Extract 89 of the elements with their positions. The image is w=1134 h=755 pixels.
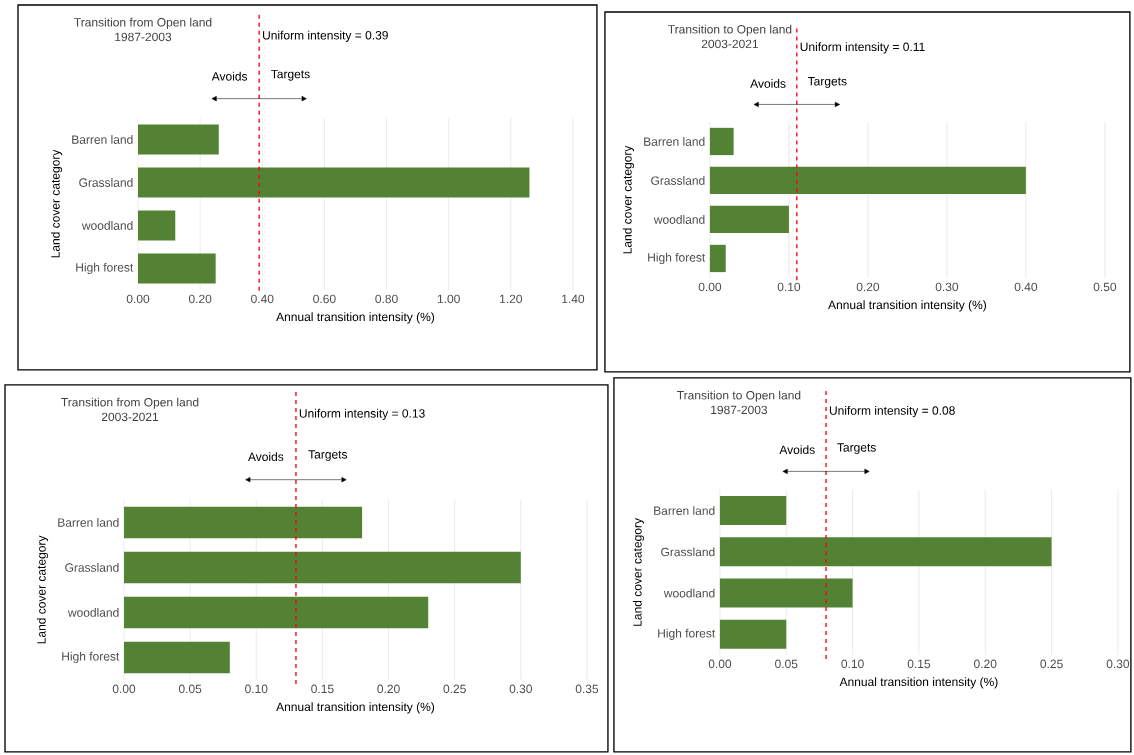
x-tick-label: 0.80 (375, 294, 398, 304)
bar (709, 205, 789, 234)
x-tick-label: 0.15 (311, 684, 334, 694)
x-tick-label: 0.10 (245, 684, 268, 694)
y-tick-label: woodland (663, 588, 715, 598)
x-tick-label: 0.00 (112, 684, 136, 694)
x-axis-title: Annual transition intensity (%) (828, 300, 987, 312)
bar (719, 619, 787, 649)
x-axis-title: Annual transition intensity (%) (276, 702, 435, 714)
text: Targets (271, 69, 310, 81)
x-tick-label: 0.40 (251, 294, 274, 304)
x-tick-label: 1.40 (562, 294, 585, 304)
chart-subtitle: 2003-2021 (101, 412, 159, 422)
x-tick-label: 0.00 (126, 294, 150, 304)
ref-line-label: Uniform intensity = 0.11 (800, 42, 925, 54)
x-tick-label: 0.35 (575, 684, 599, 694)
chart-title: Transition from Open land (61, 397, 199, 409)
x-tick-label: 0.10 (777, 282, 801, 292)
x-tick-label: 0.05 (775, 659, 798, 669)
x-tick-label: 0.30 (1106, 659, 1130, 669)
y-tick-label: Barren land (58, 518, 119, 527)
bar (709, 127, 734, 156)
y-axis-title: Land cover category (632, 518, 645, 626)
y-tick-label: High forest (62, 651, 120, 664)
y-tick-label: woodland (81, 221, 133, 230)
text: Targets (807, 77, 847, 88)
x-axis-title: Annual transition intensity (%) (276, 312, 435, 324)
chart-title: Transition to Open land (677, 390, 801, 402)
y-axis-title: Land cover category (50, 149, 63, 258)
y-tick-label: High forest (658, 628, 716, 640)
bar (123, 551, 521, 584)
ref-line-label: Uniform intensity = 0.13 (299, 408, 425, 421)
x-tick-label: 0.00 (708, 659, 732, 669)
x-tick-label: 0.40 (1014, 282, 1038, 292)
text: Targets (308, 450, 348, 462)
bar (719, 496, 787, 526)
x-tick-label: 0.20 (856, 282, 880, 292)
bar (709, 166, 1026, 195)
bar (137, 253, 216, 284)
x-tick-label: 0.10 (841, 659, 864, 669)
x-tick-label: 0.30 (935, 282, 959, 292)
chart-subtitle: 1987-2003 (711, 405, 768, 415)
y-tick-label: Barren land (72, 135, 133, 144)
x-tick-label: 0.05 (178, 684, 202, 694)
x-tick-label: 0.60 (313, 294, 336, 304)
x-tick-label: 0.50 (1093, 282, 1117, 292)
text: Avoids (247, 452, 284, 462)
y-axis-title: Land cover category (36, 535, 49, 644)
bar (719, 578, 853, 608)
bar (123, 596, 429, 629)
ref-line-label: Uniform intensity = 0.39 (263, 30, 388, 42)
chart-title: Transition to Open land (668, 24, 792, 36)
x-tick-label: 1.20 (500, 294, 523, 304)
y-tick-label: Grassland (65, 563, 119, 572)
bar (709, 244, 726, 273)
y-tick-label: High forest (76, 262, 134, 275)
y-tick-label: High forest (648, 252, 706, 265)
x-tick-label: 0.15 (907, 659, 931, 669)
y-tick-label: Grassland (651, 176, 705, 185)
bar (123, 641, 230, 674)
bar (137, 210, 176, 241)
x-tick-label: 0.30 (509, 684, 533, 694)
x-tick-label: 0.25 (1040, 659, 1063, 669)
bar (123, 506, 363, 539)
bar (137, 167, 530, 198)
x-tick-label: 0.00 (698, 282, 722, 292)
bar (719, 537, 1052, 567)
chart-subtitle: 1987-2003 (115, 32, 172, 42)
chart-title: Transition from Open land (74, 17, 212, 29)
text: Avoids (750, 79, 786, 88)
x-axis-title: Annual transition intensity (%) (839, 677, 998, 689)
y-axis-title: Land cover category (622, 145, 635, 254)
x-tick-label: 0.20 (188, 294, 212, 304)
y-tick-label: Grassland (661, 547, 715, 557)
text: Avoids (211, 71, 248, 81)
x-tick-label: 0.20 (377, 684, 400, 694)
x-tick-label: 0.25 (443, 684, 466, 694)
bar (137, 124, 219, 155)
y-tick-label: Grassland (79, 178, 133, 187)
y-tick-label: Barren land (654, 506, 715, 516)
x-tick-label: 0.20 (974, 659, 997, 669)
x-tick-label: 1.00 (437, 294, 460, 304)
y-tick-label: woodland (653, 215, 705, 224)
y-tick-label: Barren land (644, 137, 705, 146)
text: Avoids (779, 445, 815, 455)
ref-line-label: Uniform intensity = 0.08 (829, 406, 955, 418)
y-tick-label: woodland (67, 608, 119, 617)
text: Targets (837, 443, 876, 455)
chart-subtitle: 2003-2021 (701, 39, 759, 49)
